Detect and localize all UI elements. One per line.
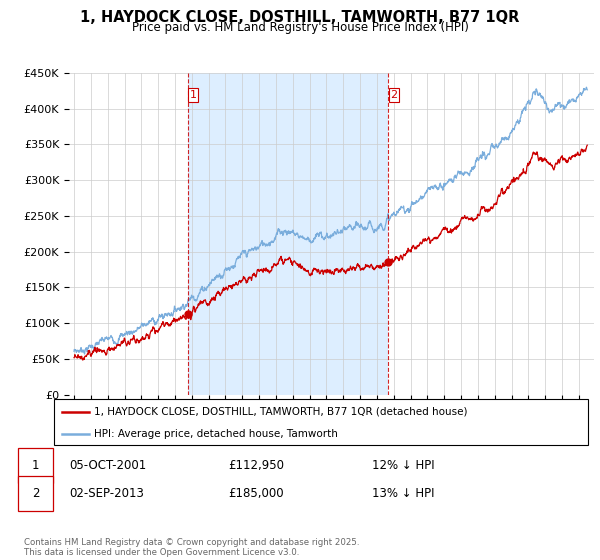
Text: 2: 2	[32, 487, 39, 500]
Text: Price paid vs. HM Land Registry's House Price Index (HPI): Price paid vs. HM Land Registry's House …	[131, 21, 469, 34]
Text: 02-SEP-2013: 02-SEP-2013	[69, 487, 144, 500]
Text: 13% ↓ HPI: 13% ↓ HPI	[372, 487, 434, 500]
Text: Contains HM Land Registry data © Crown copyright and database right 2025.
This d: Contains HM Land Registry data © Crown c…	[24, 538, 359, 557]
Text: £185,000: £185,000	[228, 487, 284, 500]
Text: 2: 2	[390, 90, 397, 100]
Text: 1: 1	[32, 459, 39, 472]
Text: 1, HAYDOCK CLOSE, DOSTHILL, TAMWORTH, B77 1QR (detached house): 1, HAYDOCK CLOSE, DOSTHILL, TAMWORTH, B7…	[94, 407, 467, 417]
Text: HPI: Average price, detached house, Tamworth: HPI: Average price, detached house, Tamw…	[94, 429, 338, 438]
Point	[383, 258, 393, 267]
Text: 05-OCT-2001: 05-OCT-2001	[69, 459, 146, 472]
Bar	[188, 73, 388, 395]
FancyBboxPatch shape	[54, 399, 588, 445]
Text: 1, HAYDOCK CLOSE, DOSTHILL, TAMWORTH, B77 1QR: 1, HAYDOCK CLOSE, DOSTHILL, TAMWORTH, B7…	[80, 10, 520, 25]
Text: 1: 1	[190, 90, 197, 100]
Text: £112,950: £112,950	[228, 459, 284, 472]
Text: 12% ↓ HPI: 12% ↓ HPI	[372, 459, 434, 472]
Point	[183, 310, 193, 319]
